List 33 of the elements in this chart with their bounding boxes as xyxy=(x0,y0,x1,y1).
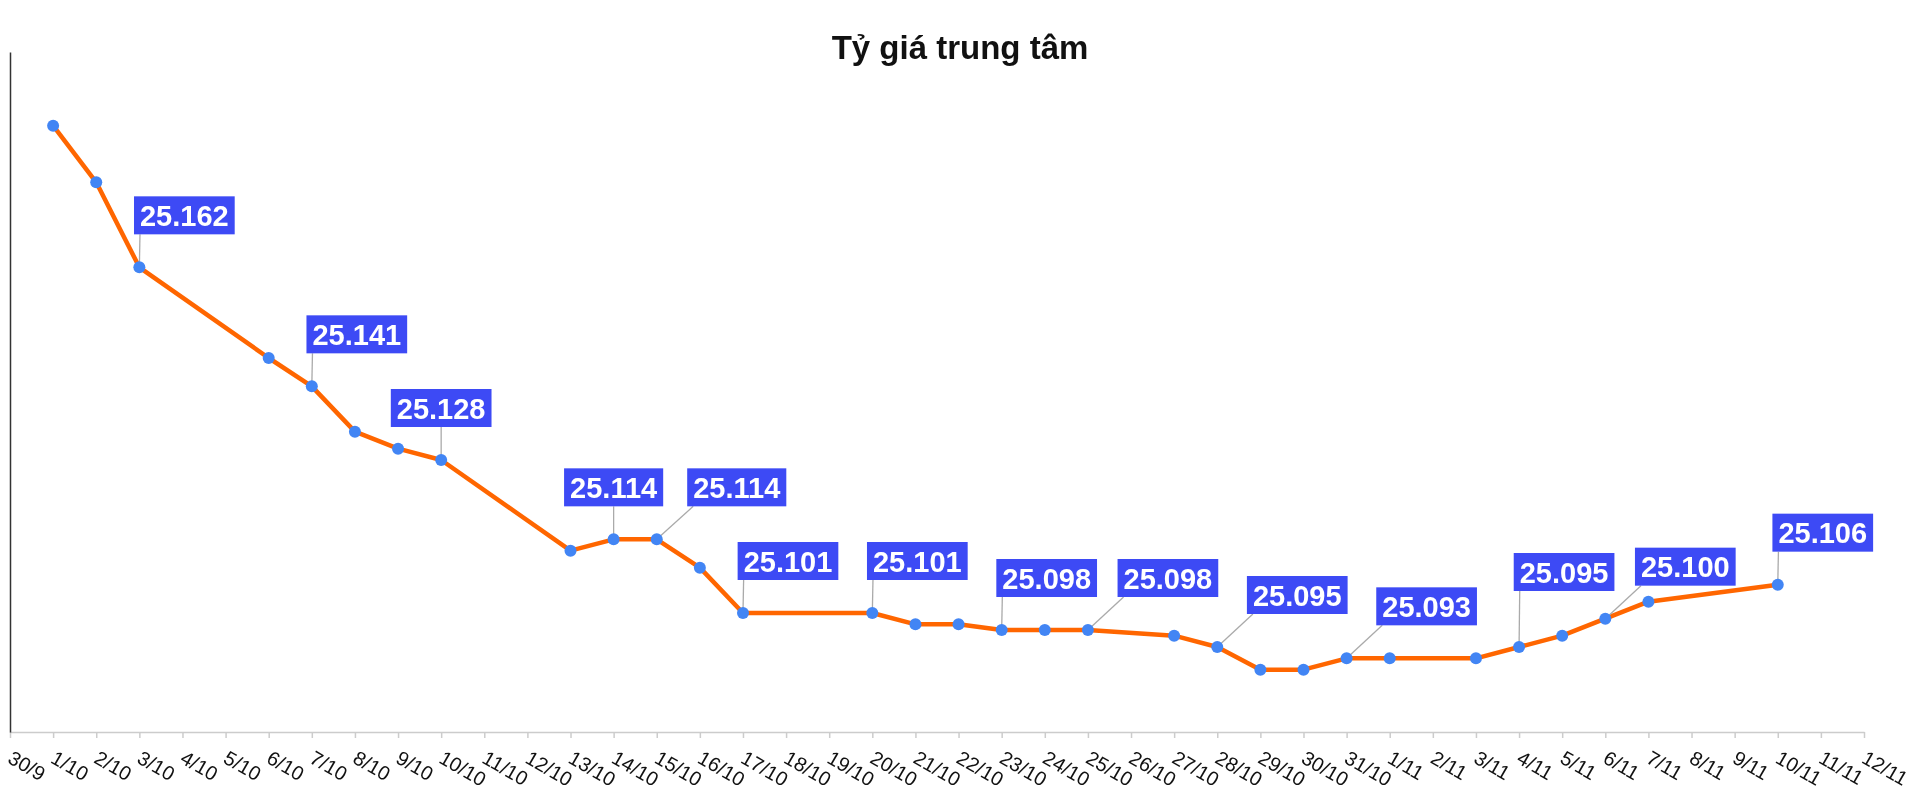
data-label: 25.114 xyxy=(570,471,658,504)
x-tick-label: 6/10 xyxy=(263,746,308,785)
x-tick-label: 6/11 xyxy=(1599,746,1644,785)
x-tick-label: 9/11 xyxy=(1729,746,1773,785)
data-label: 25.114 xyxy=(693,471,781,504)
data-label: 25.095 xyxy=(1519,556,1609,589)
x-tick-label: 1/10 xyxy=(47,746,93,785)
data-label: 25.128 xyxy=(396,392,486,425)
data-label: 25.106 xyxy=(1778,517,1868,550)
data-label: 25.098 xyxy=(1002,562,1092,595)
data-label: 25.098 xyxy=(1123,562,1213,595)
data-label: 25.093 xyxy=(1382,590,1471,623)
x-tick-label: 3/10 xyxy=(133,746,179,785)
x-tick-label: 4/11 xyxy=(1513,746,1558,785)
x-tick-label: 8/10 xyxy=(349,746,395,785)
x-tick-label: 8/11 xyxy=(1686,746,1730,785)
chart-title: Tỷ giá trung tâm xyxy=(831,29,1089,66)
x-tick-label: 2/11 xyxy=(1427,746,1471,785)
data-label: 25.101 xyxy=(872,545,962,578)
x-tick-label: 30/9 xyxy=(4,746,50,785)
x-tick-label: 7/10 xyxy=(306,746,352,785)
data-label: 25.141 xyxy=(312,318,402,351)
x-tick-label: 3/11 xyxy=(1470,746,1514,785)
data-label: 25.100 xyxy=(1640,551,1730,584)
x-tick-label: 4/10 xyxy=(176,746,222,785)
data-label: 25.101 xyxy=(743,545,833,578)
x-tick-label: 9/10 xyxy=(392,746,438,785)
data-label: 25.162 xyxy=(140,199,229,232)
x-tick-label: 2/10 xyxy=(90,746,136,785)
x-tick-label: 5/10 xyxy=(220,746,265,785)
x-tick-label: 7/11 xyxy=(1642,746,1687,785)
x-tick-label: 5/11 xyxy=(1556,746,1601,785)
data-label: 25.095 xyxy=(1252,579,1342,612)
